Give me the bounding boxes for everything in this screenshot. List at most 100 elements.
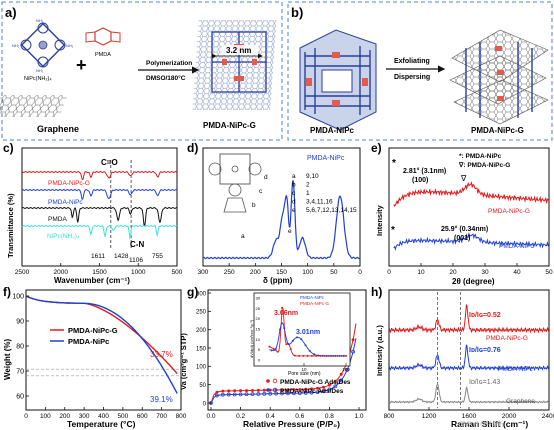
inset-legend-blue: PMDA-NiPc	[300, 295, 325, 300]
panel-d-letter: d)	[187, 141, 198, 155]
g-y-tick-label: 200	[196, 328, 207, 334]
nmr-assign-value: 2	[306, 182, 310, 189]
bet-blue-point	[351, 349, 355, 354]
inset-blue-point	[321, 354, 324, 357]
bet-blue-point	[250, 392, 255, 397]
panel-d: d) PMDA-NiPc a 9,10 b 2 c 1 d 3,4,11,16 e 5,6,7,1…	[187, 141, 362, 285]
svg-text:NH₂: NH₂	[66, 43, 74, 48]
c-ylabel: Transmittance (%)	[6, 193, 15, 258]
bet-red-point	[250, 388, 254, 392]
inset-red-point	[319, 354, 322, 357]
bet-blue-point	[226, 392, 231, 397]
panel-a: a) NH₂ NH₂ NH₂ NH₂ NiPc(NH₂)₄ PMDA + Gra…	[0, 1, 283, 141]
f-x-tick-label: 200	[59, 413, 70, 420]
h-label-red: PMDA-NiPc-G	[486, 335, 528, 342]
bet-red-point	[298, 387, 302, 391]
bet-markers	[209, 338, 355, 405]
watermark: 知乎 @材料分析	[460, 420, 504, 428]
f-legend-blue: PMDA-NiPc	[68, 337, 109, 346]
pmda-molecule-icon	[85, 27, 121, 46]
inset-blue-point	[334, 354, 337, 357]
raman-pmda-nipc-g-line	[388, 304, 550, 334]
g-y-tick-label: 300	[196, 291, 207, 297]
bet-red-point	[351, 338, 355, 342]
g-x-tick-label: 1.0	[354, 413, 363, 420]
h-xlabel: Raman Shift (cm⁻¹)	[451, 419, 528, 429]
bet-blue-point	[280, 391, 284, 396]
g-inset-frame	[253, 292, 351, 367]
nmr-assign-key: c	[292, 190, 296, 197]
h-ratio-red: Iᴅ/Iɢ=0.52	[469, 312, 501, 319]
inset-y-tick-label: 25	[256, 306, 261, 311]
bet-blue-point	[274, 391, 279, 396]
framework-graphene-icon	[192, 20, 277, 110]
exfoliated-framework-icon	[449, 29, 549, 125]
bet-red-point	[233, 389, 237, 393]
cn-label: C-N	[130, 240, 144, 249]
f-y-tick-label: 70	[16, 368, 24, 375]
bet-blue-point	[220, 392, 225, 397]
h-x-tick-label: 800	[384, 413, 395, 420]
inset-red-point	[302, 354, 305, 357]
f-x-tick-label: 100	[40, 413, 51, 420]
stacked-framework-icon	[299, 29, 377, 131]
nmr-assign-key: b	[292, 182, 296, 189]
c-x-tick-label: 500	[172, 269, 183, 276]
inset-red-point	[293, 354, 296, 357]
d-xlabel: δ (ppm)	[263, 276, 293, 285]
f-ylabel: Weight (%)	[3, 338, 12, 380]
e-ylabel: Intensity	[375, 204, 384, 236]
d-x-ticks: 300 250 200 150 100 50 0	[198, 263, 362, 276]
inset-blue-point	[270, 349, 273, 352]
inset-xlabel: Pore size (nm)	[288, 371, 321, 377]
inset-blue-label: 3.01nm	[296, 329, 320, 336]
inset-y-tick-label: 30	[256, 296, 261, 301]
h-x-tick-label: 2400	[542, 413, 554, 420]
e-peak1-angle: 2.81° (3.1nm)	[403, 167, 446, 175]
product-label: PMDA-NiPc-G	[203, 121, 256, 130]
inset-blue-point	[304, 344, 307, 347]
graphene-sheet-icon	[0, 95, 68, 117]
bet-blue-point	[256, 392, 261, 396]
e-x-tick-label: 40	[513, 269, 521, 276]
bet-blue-point	[232, 392, 237, 397]
c-label-pmda: PMDA	[48, 216, 67, 223]
pmda-nipc-g-label: PMDA-NiPc-G	[471, 126, 524, 135]
f-y-tick-label: 100	[12, 293, 24, 300]
bet-red-point	[333, 379, 337, 383]
bet-red-point	[316, 386, 320, 390]
panel-b-frame	[287, 1, 553, 141]
e-x-tick-label: 0	[387, 269, 391, 276]
inset-red-point	[306, 354, 309, 357]
ftir-line-1	[21, 188, 178, 200]
panel-a-frame	[1, 1, 283, 141]
d-x-tick-label: 0	[358, 269, 362, 276]
bet-red-point	[256, 388, 260, 392]
g-y-tick-label: 50	[199, 383, 206, 389]
f-xlabel: Temperature (°C)	[67, 419, 136, 429]
inset-y-tick-label: 5	[258, 347, 261, 352]
peak-1611: 1611	[91, 253, 105, 260]
g-x-tick-label: 0.8	[325, 413, 334, 420]
e-x-tick-label: 10	[417, 269, 425, 276]
h-ticks: 800 1200 1600 2000 2400	[384, 407, 554, 420]
ftir-series	[21, 170, 178, 240]
nmr-assign-value: 5,6,7,12,13,14,15	[306, 207, 357, 214]
panel-a-letter: a)	[5, 5, 17, 20]
pmda-nipc-label: PMDA-NiPc	[310, 126, 355, 135]
panel-h-letter: h)	[371, 285, 382, 299]
c-x-tick-label: 2000	[54, 269, 69, 276]
bet-blue-point	[238, 392, 243, 397]
panel-f-letter: f)	[3, 285, 11, 299]
bet-blue-point	[327, 387, 332, 392]
f-x-tick-label: 800	[176, 413, 187, 420]
panel-c: c) 2500 2000 1500 1000 500 C=O C-N PMDA-NiPc…	[3, 141, 183, 285]
panel-f: f) PMDA-NiPc-G PMDA-NiPc 33.7% 39.1% 0 10…	[3, 285, 187, 429]
e-legend-star: *: PMDA-NiPc	[459, 153, 502, 160]
bet-blue-point	[215, 393, 219, 398]
dispersing-label: Dispersing	[394, 74, 430, 81]
panel-e-plot-frame	[388, 147, 550, 267]
nmr-assign-value: 1	[306, 190, 310, 197]
bet-red-point	[280, 388, 284, 392]
